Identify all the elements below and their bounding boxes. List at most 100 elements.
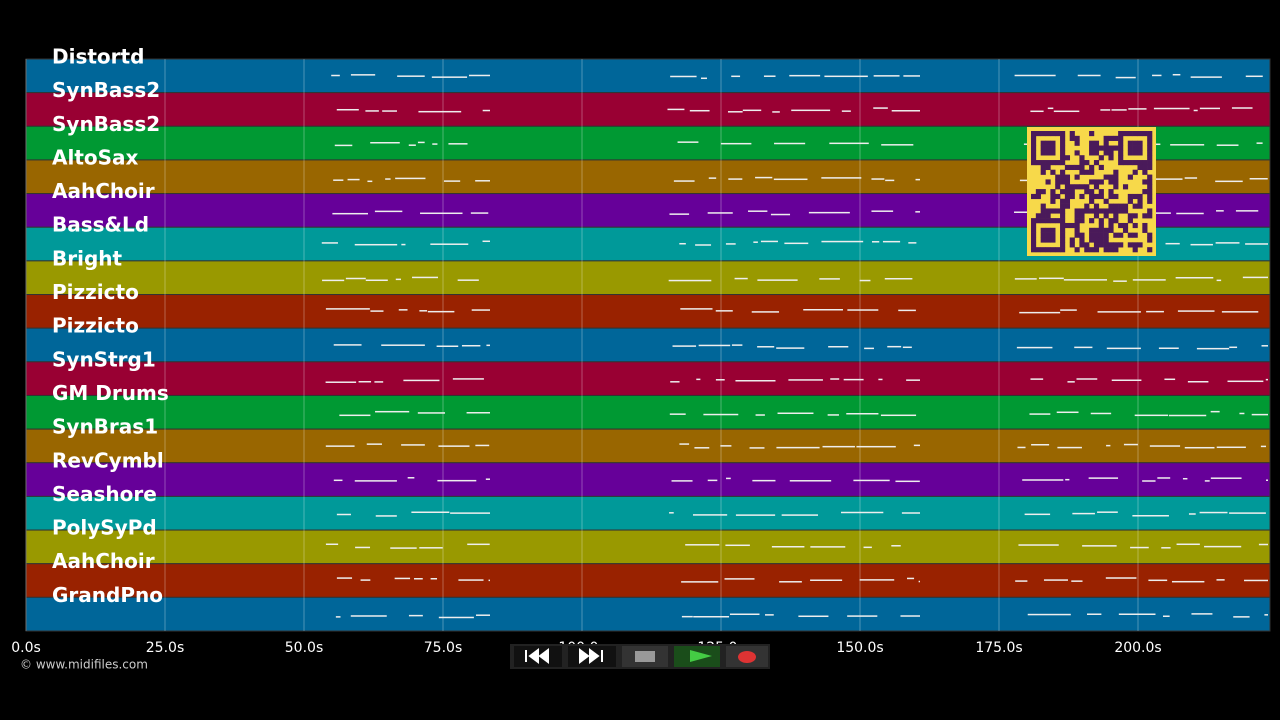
note: [788, 379, 823, 381]
qr-module: [1040, 150, 1046, 156]
notes: [321, 73, 1268, 619]
qr-module: [1137, 140, 1143, 146]
note: [443, 180, 461, 182]
note: [417, 412, 446, 414]
track-name: RevCymbl: [52, 448, 164, 472]
note: [669, 512, 674, 514]
qr-module: [1060, 247, 1066, 253]
qr-module: [1089, 169, 1095, 175]
note: [671, 480, 693, 482]
qr-module: [1098, 189, 1104, 195]
note: [779, 581, 802, 583]
qr-module: [1127, 160, 1133, 166]
qr-module: [1045, 237, 1051, 243]
note: [1239, 412, 1245, 415]
note: [1067, 381, 1075, 383]
note: [698, 344, 731, 347]
note: [1215, 180, 1243, 183]
note: [1043, 579, 1068, 581]
qr-module: [1074, 247, 1080, 253]
qr-module: [1060, 208, 1066, 214]
qr-module: [1113, 135, 1119, 141]
note: [1111, 109, 1127, 111]
note: [906, 379, 920, 381]
note: [824, 75, 868, 78]
qr-module: [1108, 222, 1114, 229]
qr-module: [1127, 213, 1133, 219]
note: [1258, 543, 1268, 546]
qr-module: [1035, 131, 1041, 137]
note: [708, 177, 717, 179]
qr-module: [1113, 179, 1119, 185]
qr-module: [1031, 242, 1037, 248]
qr-module: [1050, 232, 1056, 238]
qr-module: [1132, 222, 1138, 229]
qr-module: [1147, 198, 1153, 204]
note: [770, 213, 791, 216]
qr-module: [1031, 155, 1037, 161]
qr-module: [1127, 242, 1133, 248]
qr-module: [1031, 227, 1037, 233]
qr-module: [1137, 198, 1143, 204]
note: [881, 144, 914, 146]
qr-module: [1147, 213, 1153, 219]
track-band: [25, 495, 1271, 531]
qr-module: [1089, 193, 1095, 200]
qr-module: [1035, 247, 1041, 253]
qr-module: [1069, 135, 1075, 141]
note: [471, 309, 490, 311]
note: [871, 210, 894, 212]
note: [1190, 76, 1222, 78]
qr-module: [1103, 145, 1109, 151]
qr-module: [1040, 237, 1046, 243]
track-name: AahChoir: [52, 179, 155, 203]
note: [355, 546, 371, 549]
qr-module: [1113, 169, 1119, 175]
note: [419, 310, 428, 312]
qr-module: [1040, 232, 1046, 238]
qr-module: [1132, 213, 1138, 219]
qr-module: [1118, 145, 1124, 151]
note: [1146, 178, 1183, 180]
note: [1157, 477, 1171, 479]
note: [333, 179, 344, 181]
track-band: [25, 596, 1271, 632]
qr-module: [1084, 247, 1090, 253]
qr-module: [1074, 140, 1080, 146]
note: [1196, 347, 1230, 350]
note: [669, 213, 690, 215]
qr-module: [1079, 208, 1085, 214]
qr-module: [1074, 232, 1080, 238]
note: [375, 515, 397, 517]
note: [482, 240, 490, 243]
qr-module: [1045, 232, 1051, 238]
note: [885, 179, 895, 182]
note: [900, 615, 920, 617]
qr-module: [1079, 218, 1085, 224]
note: [1053, 110, 1080, 113]
note: [325, 381, 357, 383]
note: [755, 176, 773, 179]
note: [727, 111, 743, 113]
qr-module: [1113, 208, 1119, 214]
qr-module: [1089, 189, 1095, 195]
note: [670, 381, 680, 383]
qr-module: [1050, 198, 1056, 204]
qr-module: [1103, 237, 1109, 243]
note: [332, 212, 368, 215]
note: [1123, 443, 1138, 446]
note: [830, 378, 840, 380]
qr-module: [1060, 242, 1066, 248]
qr-module: [1050, 145, 1056, 151]
qr-module: [1074, 208, 1080, 214]
qr-module: [1031, 160, 1037, 166]
note: [791, 109, 831, 112]
note: [431, 76, 468, 78]
note: [452, 378, 484, 380]
qr-module: [1108, 227, 1114, 233]
qr-module: [1098, 179, 1104, 185]
qr-module: [1118, 150, 1124, 156]
note: [382, 110, 397, 112]
note: [1242, 276, 1268, 279]
qr-module: [1060, 145, 1066, 151]
